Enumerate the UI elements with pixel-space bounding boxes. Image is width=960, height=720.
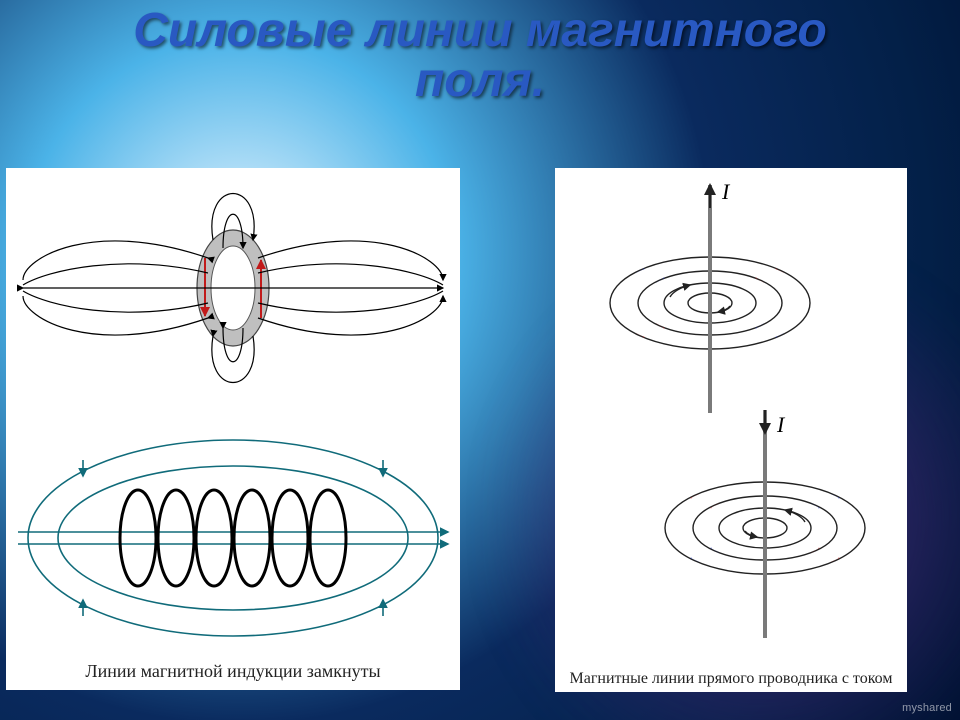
slide-title: Силовые линии магнитного поля. (0, 6, 960, 107)
title-line2: поля. (0, 56, 960, 106)
current-label-bottom: I (776, 412, 786, 437)
left-caption: Линии магнитной индукции замкнуты (6, 661, 460, 682)
panel-left: Линии магнитной индукции замкнуты (6, 168, 460, 690)
watermark: myshared (902, 702, 952, 714)
slide: Силовые линии магнитного поля. (0, 0, 960, 720)
title-line1: Силовые линии магнитного (0, 6, 960, 56)
left-diagram (6, 168, 460, 688)
panel-right: I (555, 168, 907, 692)
current-label-top: I (721, 179, 731, 204)
right-caption: Магнитные линии прямого проводника с ток… (555, 670, 907, 688)
right-diagram: I (555, 168, 907, 688)
